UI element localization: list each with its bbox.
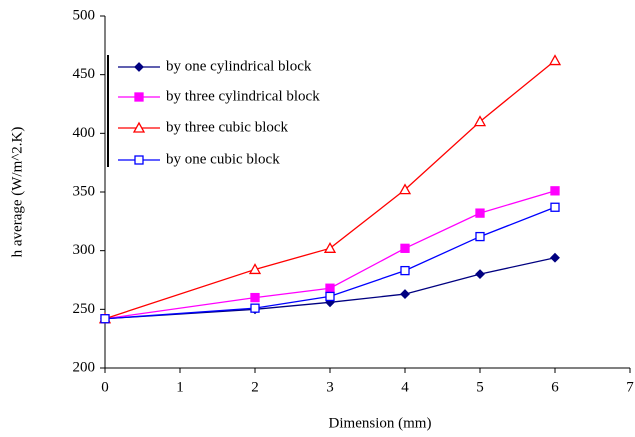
marker <box>550 202 560 212</box>
y-tick-label: 500 <box>73 7 96 23</box>
legend-label: by three cubic block <box>166 119 289 135</box>
legend-marker <box>134 62 144 72</box>
marker <box>323 241 337 253</box>
marker <box>550 252 560 263</box>
marker <box>475 269 485 280</box>
x-tick-label: 7 <box>626 379 634 395</box>
series-line <box>104 257 556 320</box>
marker <box>400 265 410 276</box>
y-tick-label: 250 <box>73 301 96 317</box>
x-axis-label: Dimension (mm) <box>329 415 432 431</box>
legend-label: by one cylindrical block <box>166 58 312 74</box>
legend-label: by three cylindrical block <box>166 88 320 104</box>
legend-marker <box>134 92 144 102</box>
legend-marker <box>132 121 146 133</box>
legend-label: by one cubic block <box>166 151 280 167</box>
x-tick-label: 6 <box>551 379 559 395</box>
marker <box>473 115 487 127</box>
marker <box>550 186 560 196</box>
x-tick-label: 4 <box>401 379 409 395</box>
marker <box>400 289 410 299</box>
marker <box>248 263 262 275</box>
series-line <box>104 60 556 320</box>
marker <box>250 292 260 303</box>
marker <box>398 183 412 195</box>
y-tick-label: 200 <box>73 359 96 375</box>
legend-marker <box>134 155 144 165</box>
y-tick-label: 300 <box>73 242 96 258</box>
marker <box>250 303 260 313</box>
y-tick-label: 450 <box>73 66 96 82</box>
marker <box>325 283 335 293</box>
y-tick-label: 350 <box>73 183 96 199</box>
marker <box>100 314 110 324</box>
x-tick-label: 1 <box>176 379 184 395</box>
x-tick-label: 3 <box>326 379 334 395</box>
y-axis-label: h average (W/m^2.K) <box>9 127 25 258</box>
series-line <box>104 190 556 320</box>
marker <box>325 291 335 302</box>
x-tick-label: 2 <box>251 379 259 395</box>
marker <box>548 54 562 66</box>
marker <box>475 231 485 242</box>
y-tick-label: 400 <box>73 125 96 141</box>
series-line <box>104 206 556 320</box>
marker <box>400 243 410 253</box>
x-tick-label: 5 <box>476 379 484 395</box>
x-tick-label: 0 <box>101 379 109 395</box>
marker <box>475 208 485 218</box>
